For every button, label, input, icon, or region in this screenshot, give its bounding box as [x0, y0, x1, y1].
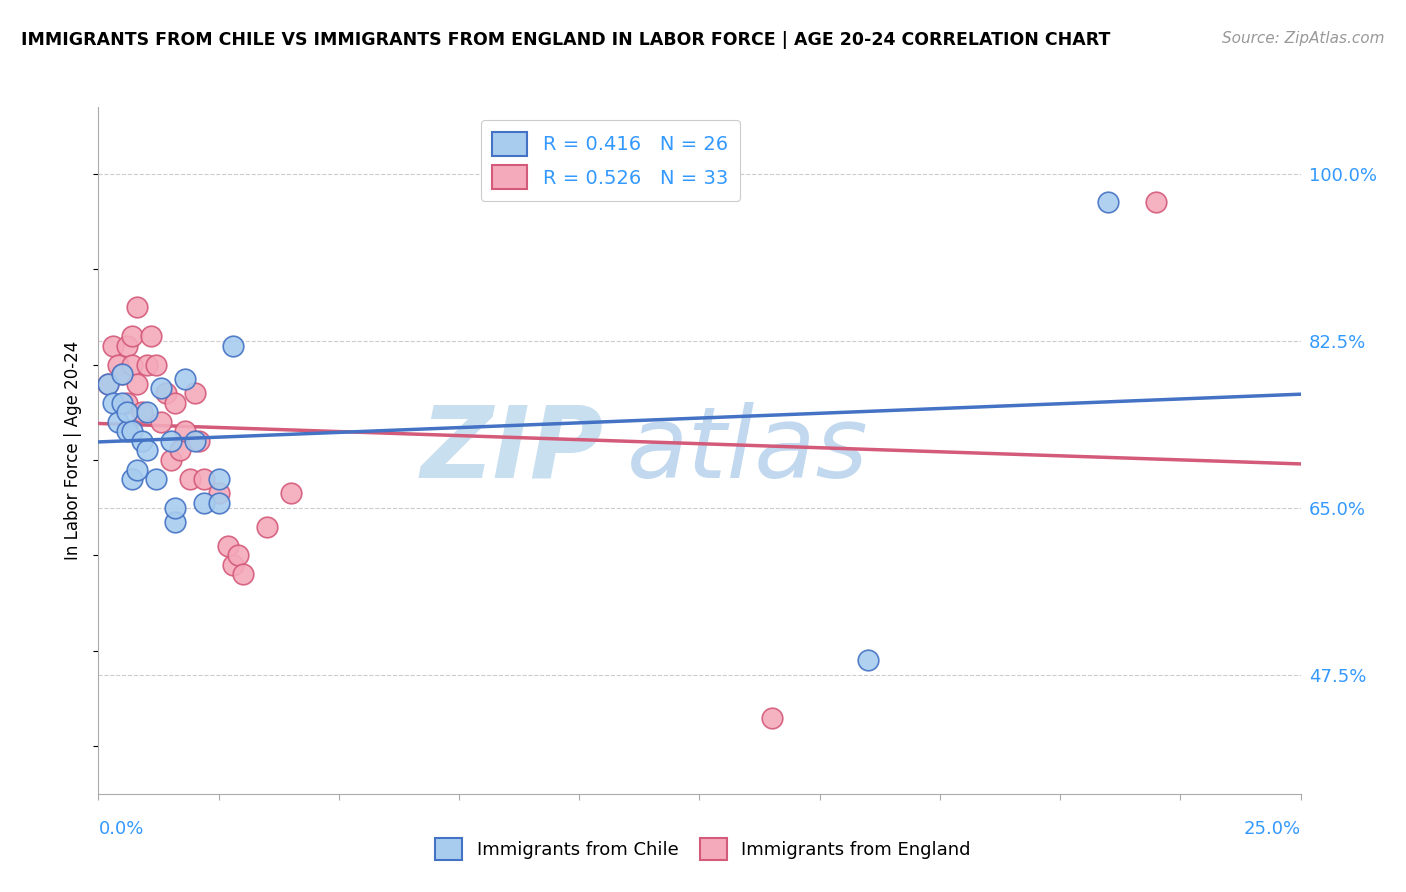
Text: ZIP: ZIP — [420, 402, 603, 499]
Point — [111, 367, 134, 381]
Point — [165, 500, 187, 515]
Point — [125, 376, 148, 391]
Text: atlas: atlas — [627, 402, 869, 499]
Point — [111, 396, 134, 410]
Point — [101, 396, 124, 410]
Point — [179, 472, 201, 486]
Point — [1097, 195, 1119, 210]
Point — [155, 386, 177, 401]
Point — [135, 405, 157, 419]
Point — [183, 434, 205, 448]
Point — [159, 453, 181, 467]
Point — [208, 486, 231, 500]
Point — [280, 486, 302, 500]
Point — [107, 358, 129, 372]
Point — [117, 425, 139, 439]
Point — [97, 376, 120, 391]
Point — [121, 472, 143, 486]
Text: IMMIGRANTS FROM CHILE VS IMMIGRANTS FROM ENGLAND IN LABOR FORCE | AGE 20-24 CORR: IMMIGRANTS FROM CHILE VS IMMIGRANTS FROM… — [21, 31, 1111, 49]
Point — [208, 496, 231, 510]
Point — [141, 329, 163, 343]
Point — [97, 376, 120, 391]
Point — [131, 405, 153, 419]
Point — [125, 301, 148, 315]
Point — [135, 358, 157, 372]
Point — [149, 415, 172, 429]
Legend: Immigrants from Chile, Immigrants from England: Immigrants from Chile, Immigrants from E… — [427, 830, 979, 867]
Point — [159, 434, 181, 448]
Point — [193, 496, 215, 510]
Point — [101, 338, 124, 352]
Point — [222, 558, 245, 572]
Point — [135, 443, 157, 458]
Point — [217, 539, 239, 553]
Point — [117, 338, 139, 352]
Point — [222, 338, 245, 352]
Point — [111, 367, 134, 381]
Point — [121, 425, 143, 439]
Point — [856, 653, 879, 667]
Point — [188, 434, 211, 448]
Y-axis label: In Labor Force | Age 20-24: In Labor Force | Age 20-24 — [65, 341, 83, 560]
Point — [121, 329, 143, 343]
Point — [174, 425, 197, 439]
Point — [149, 381, 172, 395]
Point — [165, 515, 187, 529]
Point — [145, 472, 167, 486]
Point — [256, 520, 278, 534]
Text: Source: ZipAtlas.com: Source: ZipAtlas.com — [1222, 31, 1385, 46]
Point — [145, 358, 167, 372]
Point — [193, 472, 215, 486]
Point — [165, 396, 187, 410]
Point — [761, 710, 783, 724]
Point — [117, 396, 139, 410]
Point — [131, 434, 153, 448]
Point — [208, 472, 231, 486]
Point — [107, 415, 129, 429]
Point — [125, 462, 148, 476]
Point — [117, 405, 139, 419]
Point — [169, 443, 191, 458]
Point — [121, 358, 143, 372]
Text: 25.0%: 25.0% — [1243, 820, 1301, 838]
Point — [1144, 195, 1167, 210]
Point — [232, 567, 254, 582]
Legend: R = 0.416   N = 26, R = 0.526   N = 33: R = 0.416 N = 26, R = 0.526 N = 33 — [481, 120, 740, 201]
Text: 0.0%: 0.0% — [98, 820, 143, 838]
Point — [183, 386, 205, 401]
Point — [226, 549, 249, 563]
Point — [174, 372, 197, 386]
